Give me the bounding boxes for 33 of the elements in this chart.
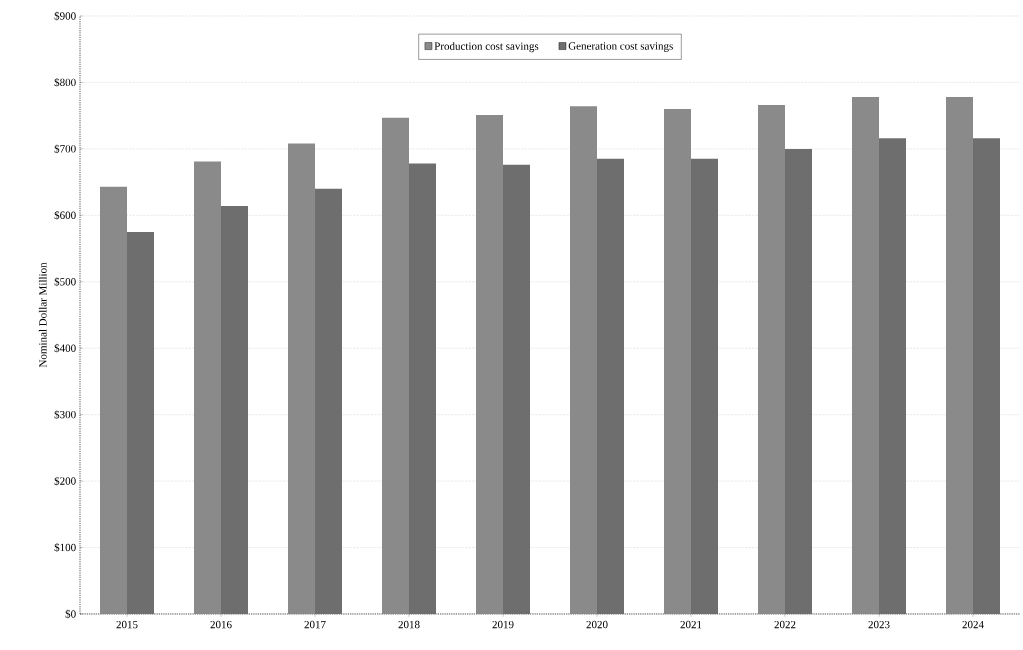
x-tick-label: 2023 <box>868 620 890 629</box>
x-tick-label: 2018 <box>398 620 420 629</box>
bar <box>879 138 906 614</box>
y-tick-label: $900 <box>54 11 76 21</box>
bar <box>221 206 249 614</box>
bar <box>503 164 531 614</box>
y-tick-label: $100 <box>54 543 76 552</box>
x-tick-label: 2022 <box>774 620 796 629</box>
x-tick-label: 2019 <box>492 620 514 629</box>
y-axis-title: Nominal Dollar Million <box>38 262 47 368</box>
y-tick-label: $300 <box>54 410 76 420</box>
x-tick-label: 2017 <box>304 620 326 629</box>
y-tick-label: $400 <box>54 343 76 353</box>
legend-label: Generation cost savings <box>568 42 673 52</box>
bar <box>315 188 343 614</box>
x-tick-label: 2021 <box>680 620 702 629</box>
y-tick-label: $200 <box>54 476 76 486</box>
y-tick-label: $600 <box>54 210 76 220</box>
bar <box>597 158 624 614</box>
x-tick-label: 2015 <box>116 620 138 629</box>
bar <box>409 163 436 614</box>
y-tick-label: $500 <box>54 277 76 287</box>
bar <box>691 158 719 614</box>
legend-label: Production cost savings <box>434 42 539 53</box>
y-tick-label: $700 <box>54 144 76 154</box>
x-tick-label: 2020 <box>586 620 608 629</box>
y-tick-label: $800 <box>54 78 76 87</box>
x-tick-label: 2024 <box>962 620 984 629</box>
bar <box>973 138 1000 614</box>
x-tick-label: 2016 <box>210 620 232 629</box>
bar <box>127 231 155 614</box>
bar <box>785 148 812 614</box>
y-tick-label: $0 <box>65 609 76 619</box>
